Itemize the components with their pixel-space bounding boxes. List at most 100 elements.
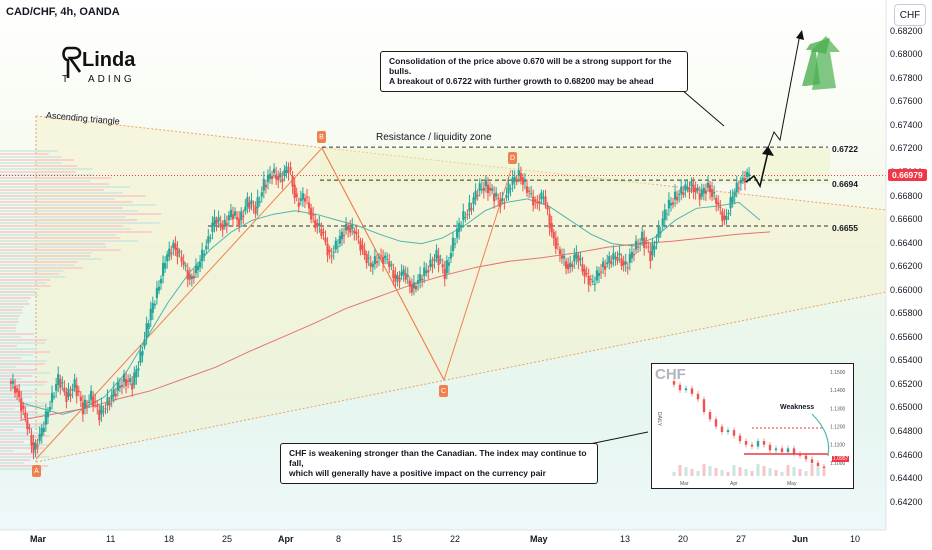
candle-body [456, 228, 459, 238]
candle-body [172, 242, 175, 249]
candle-body [28, 427, 31, 430]
candle-body [692, 184, 695, 193]
candle-body [560, 255, 564, 259]
volume-profile-bar [0, 162, 62, 164]
candle-body [451, 237, 455, 251]
candle-body [250, 200, 253, 204]
inset-candle-body [708, 412, 712, 420]
candle-body [205, 245, 208, 250]
y-tick-label: 0.65800 [890, 308, 923, 319]
candle-body [24, 412, 27, 418]
y-tick-label: 0.67800 [890, 72, 923, 83]
candle-body [52, 396, 56, 398]
candle-body [15, 388, 19, 393]
inset-volume-bar [714, 468, 718, 476]
candle-body [328, 249, 331, 252]
candle-body [85, 405, 89, 407]
volume-profile-bar [0, 315, 20, 317]
candle-body [538, 200, 541, 204]
volume-profile-bar [0, 438, 31, 440]
candle-body [554, 237, 557, 249]
volume-profile-bar [0, 171, 76, 173]
candle-body [569, 263, 572, 268]
candle-body [634, 240, 638, 250]
candle-body [240, 211, 243, 221]
volume-profile-bar [0, 429, 15, 431]
inset-candle-body [726, 430, 730, 432]
candle-body [406, 274, 409, 277]
candle-body [445, 260, 448, 274]
y-tick-label: 0.66600 [890, 214, 923, 225]
x-tick-label: 20 [678, 534, 689, 544]
y-tick-label: 0.64600 [890, 449, 923, 460]
candle-body [301, 193, 304, 200]
volume-profile-bar [0, 240, 138, 242]
volume-profile-bar [0, 213, 162, 215]
candle-body [90, 390, 93, 400]
candle-body [462, 211, 465, 221]
y-tick-label: 0.66400 [890, 237, 923, 248]
volume-profile-bar [0, 156, 62, 158]
wave-label-d: D [508, 152, 517, 164]
candle-body [135, 369, 138, 378]
candle-body [367, 257, 370, 259]
candle-body [233, 211, 237, 216]
candle-body [268, 173, 272, 179]
candle-body [435, 249, 438, 259]
candle-body [624, 261, 627, 265]
candle-body [704, 190, 708, 194]
candle-body [213, 217, 216, 226]
candle-body [536, 202, 539, 204]
volume-profile-bar [0, 468, 44, 470]
volume-profile-bar [0, 336, 21, 338]
currency-button[interactable]: CHF [894, 4, 926, 26]
candle-body [466, 214, 469, 216]
candle-body [116, 382, 119, 391]
candle-body [20, 398, 23, 412]
inset-candle-body [732, 430, 736, 436]
candle-body [556, 243, 559, 245]
x-tick-label: 13 [620, 534, 631, 544]
volume-profile-bar [0, 261, 78, 263]
candle-body [449, 253, 453, 259]
volume-profile-bar [0, 312, 23, 314]
candle-body [400, 271, 403, 277]
candle-body [694, 187, 697, 193]
candle-body [359, 240, 362, 251]
candle-body [606, 262, 609, 265]
candle-body [620, 258, 623, 267]
candle-body [229, 209, 233, 218]
candle-body [365, 253, 368, 264]
volume-profile-bar [0, 264, 75, 266]
candle-body [159, 279, 163, 284]
candle-body [252, 205, 255, 207]
candle-body [649, 250, 652, 262]
candle-body [305, 196, 309, 198]
candle-body [604, 265, 607, 270]
candle-body [727, 212, 730, 215]
volume-profile-bar [0, 462, 25, 464]
inset-candle-body [720, 426, 724, 432]
candle-body [386, 259, 389, 261]
volume-profile-bar [0, 375, 33, 377]
inset-candle-body [774, 448, 778, 451]
candle-body [336, 246, 339, 248]
candle-body [299, 198, 302, 201]
candle-body [669, 203, 673, 206]
candle-body [344, 224, 348, 231]
candle-body [157, 286, 161, 291]
x-tick-label: 22 [450, 534, 461, 544]
volume-profile-bar [0, 354, 34, 356]
volume-profile-bar [0, 453, 40, 455]
candle-body [100, 405, 103, 415]
volume-profile-bar [0, 267, 83, 269]
volume-profile-bar [0, 246, 107, 248]
candle-body [715, 198, 718, 204]
volume-profile-bar [0, 381, 48, 383]
x-tick-label: 8 [336, 534, 342, 544]
inset-candle-body [756, 441, 760, 447]
candle-body [499, 199, 502, 207]
candle-body [482, 187, 485, 191]
candle-body [161, 262, 165, 277]
candle-body [338, 235, 342, 244]
